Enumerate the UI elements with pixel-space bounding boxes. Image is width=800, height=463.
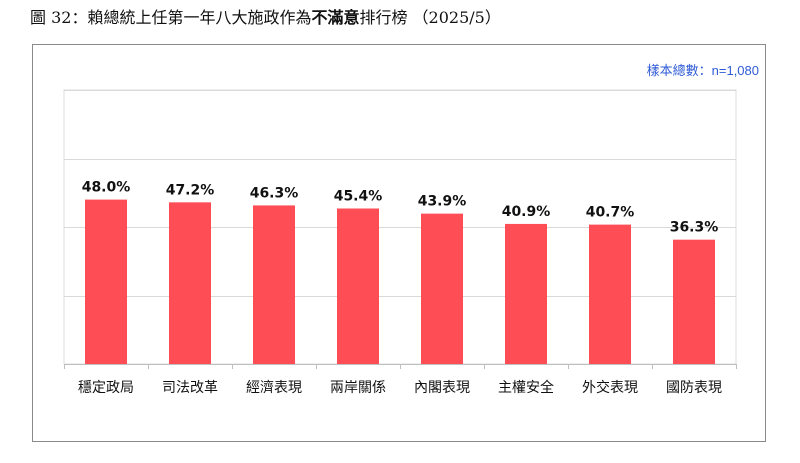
bar-7 [589,224,631,364]
data-label-8: 36.3% [670,220,719,236]
category-label-2: 司法改革 [162,380,218,396]
figure-title-suffix: 排行榜 （2025/5） [359,8,501,27]
bar-8 [673,239,715,364]
bar-4 [337,208,379,364]
data-label-4: 45.4% [334,189,383,205]
bar-2 [169,202,211,364]
sample-size-note: 樣本總數：n=1,080 [646,63,759,78]
bar-1 [85,199,127,364]
chart-frame [32,44,766,442]
bar-5 [421,213,463,364]
category-label-8: 國防表現 [666,380,722,396]
data-label-5: 43.9% [418,194,467,210]
data-label-1: 48.0% [82,180,131,196]
category-label-4: 兩岸關係 [330,380,386,396]
category-label-1: 穩定政局 [78,380,134,396]
data-label-6: 40.9% [502,204,551,220]
data-label-7: 40.7% [586,205,635,221]
figure-title-emphasis: 不滿意 [311,8,360,27]
category-label-5: 內閣表現 [414,380,470,396]
data-label-3: 46.3% [250,185,299,201]
figure-title-prefix: 圖 32：賴總統上任第一年八大施政作為 [30,8,312,27]
bar-3 [253,205,295,364]
figure-title: 圖 32：賴總統上任第一年八大施政作為不滿意排行榜 （2025/5） [30,6,501,30]
data-label-2: 47.2% [166,182,215,198]
bar-6 [505,223,547,364]
category-label-3: 經濟表現 [246,380,302,396]
category-label-7: 外交表現 [582,379,638,396]
category-label-6: 主權安全 [498,379,554,396]
